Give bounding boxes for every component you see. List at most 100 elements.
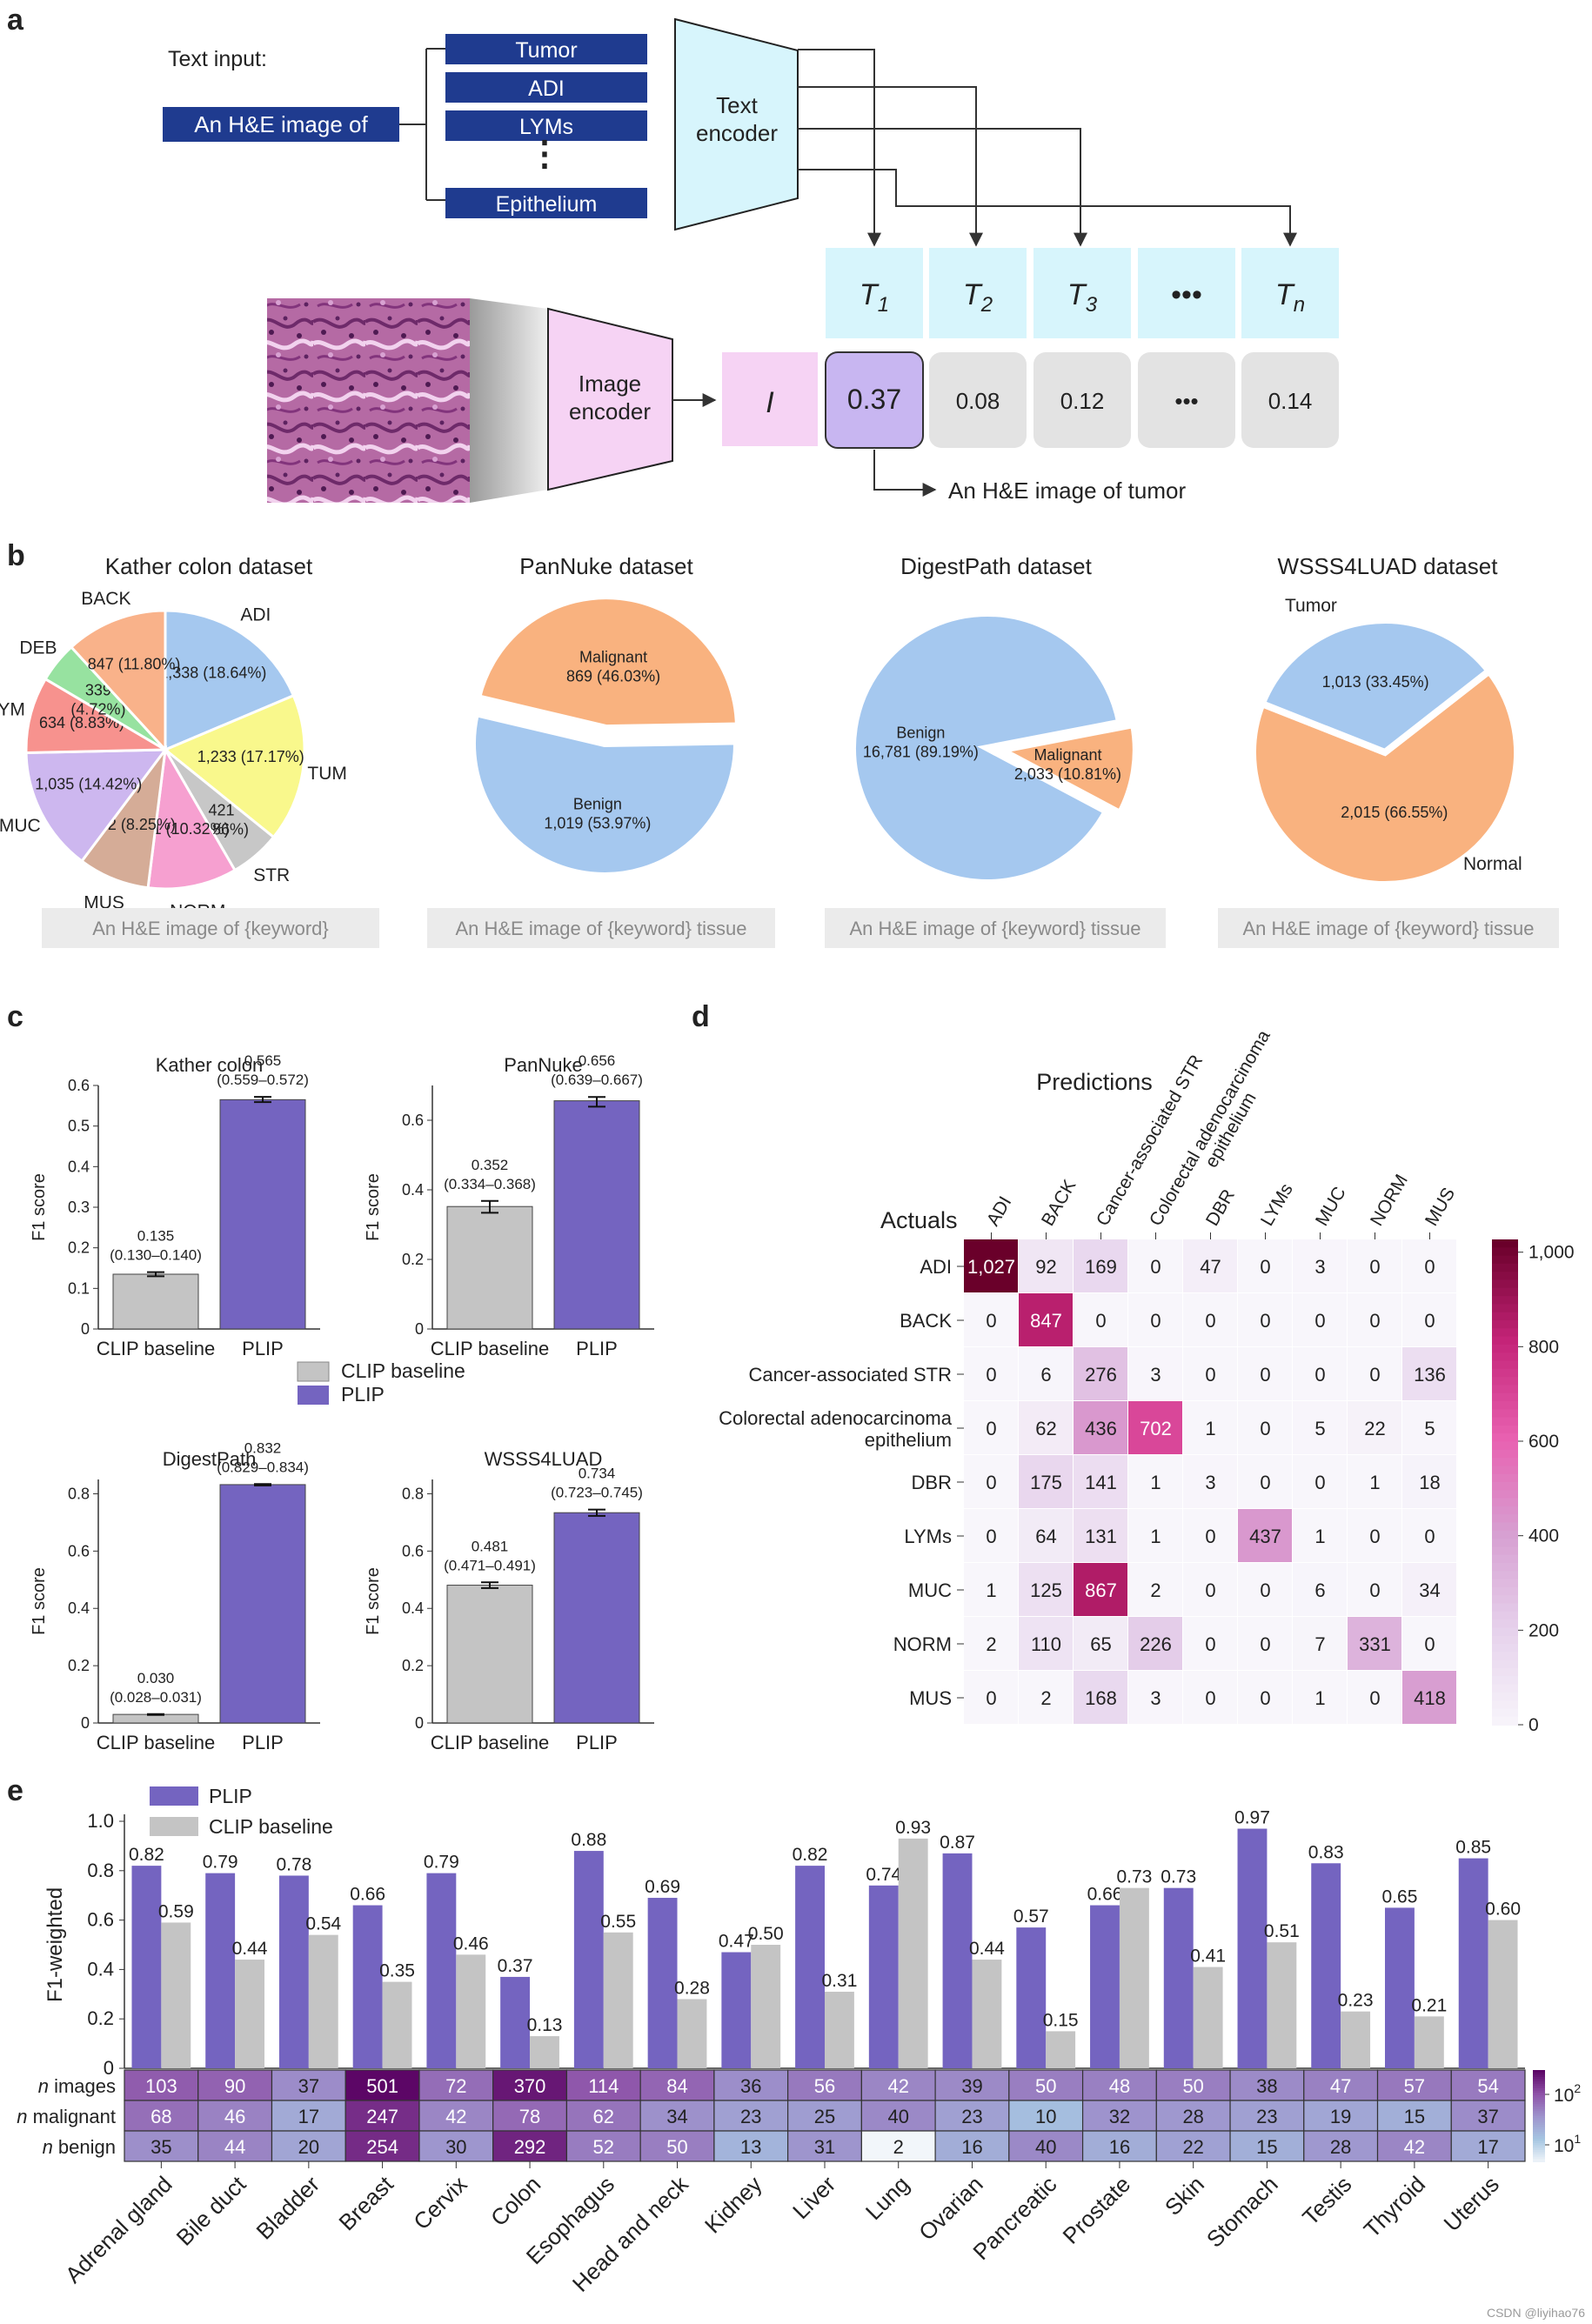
- bar: [426, 1873, 457, 2068]
- bar-value-label: 0.79: [203, 1853, 238, 1873]
- table-cell: [197, 2100, 273, 2132]
- table-cell-value: 47: [1330, 2075, 1351, 2097]
- text-token-box: [826, 248, 923, 338]
- colorbar-step: [1533, 2120, 1545, 2124]
- colorbar-step: [1492, 1344, 1518, 1354]
- bar: [1119, 1887, 1149, 2068]
- colorbar-step: [1533, 2138, 1545, 2142]
- colorbar-step: [1533, 2111, 1545, 2114]
- heatmap-cell-value: 136: [1414, 1364, 1446, 1386]
- image-token-box: [722, 352, 818, 446]
- table-cell: [1155, 2069, 1231, 2101]
- heatmap-cell-value: 0: [986, 1418, 996, 1439]
- heatmap-cell: [1128, 1509, 1182, 1562]
- heatmap-cell: [1293, 1563, 1347, 1616]
- heatmap-cell: [1183, 1617, 1237, 1670]
- x-tick-label: CLIP baseline: [431, 1732, 550, 1753]
- colorbar-step: [1492, 1441, 1518, 1451]
- heatmap-cell-value: 0: [1424, 1526, 1435, 1547]
- table-cell-value: 16: [961, 2136, 982, 2158]
- colorbar-step: [1492, 1296, 1518, 1306]
- bar-value-label: 0.030: [137, 1670, 175, 1686]
- heatmap-cell: [1074, 1239, 1127, 1292]
- bar: [456, 1954, 486, 2068]
- class-label: ADI: [528, 77, 565, 101]
- colorbar-step: [1492, 1506, 1518, 1516]
- y-tick-label: 0.4: [402, 1599, 424, 1617]
- colorbar-step: [1492, 1595, 1518, 1605]
- heatmap-cell-value: 0: [1260, 1310, 1270, 1332]
- colorbar-step: [1533, 2143, 1545, 2147]
- y-tick-label: 0.6: [68, 1542, 90, 1559]
- table-cell-value: 52: [593, 2136, 614, 2158]
- bar-value-label: 0.66: [350, 1885, 385, 1905]
- colorbar-step: [1533, 2140, 1545, 2144]
- row-label: MUC: [908, 1579, 952, 1601]
- table-cell: [1376, 2069, 1452, 2101]
- table-cell: [787, 2100, 862, 2132]
- table-cell-value: 20: [298, 2136, 319, 2158]
- heatmap-cell: [1019, 1293, 1073, 1346]
- table-cell-value: 39: [961, 2075, 982, 2097]
- heatmap-cell: [1183, 1671, 1237, 1724]
- heatmap-cell-value: 6: [1314, 1579, 1325, 1601]
- heatmap-cell: [1019, 1617, 1073, 1670]
- bar: [1090, 1905, 1120, 2068]
- heatmap-cell-value: 3: [1150, 1687, 1161, 1709]
- col-label: DBR: [1202, 1186, 1239, 1230]
- bar: [1163, 1887, 1194, 2068]
- y-tick-label: 0.6: [68, 1077, 90, 1094]
- heatmap-cell: [1293, 1617, 1347, 1670]
- colorbar-step: [1533, 2122, 1545, 2126]
- prompt-template-box: [1218, 908, 1559, 948]
- heatmap-cell-value: 0: [986, 1472, 996, 1493]
- bar-value-label: 0.565: [244, 1052, 282, 1069]
- bar: [1488, 1920, 1518, 2068]
- col-label: LYMs: [1257, 1180, 1297, 1230]
- heatmap-cell-value: 0: [1205, 1310, 1215, 1332]
- heatmap-cell: [1074, 1293, 1127, 1346]
- table-cell-value: 46: [224, 2106, 245, 2127]
- colorbar-step: [1492, 1392, 1518, 1402]
- table-cell-value: 114: [588, 2075, 619, 2097]
- table-cell-value: 247: [366, 2106, 398, 2127]
- colorbar-step: [1533, 2118, 1545, 2121]
- pie-slice: [24, 677, 171, 755]
- heatmap-cell: [1183, 1509, 1237, 1562]
- table-cell-value: 72: [445, 2075, 466, 2097]
- heatmap-cell: [1238, 1293, 1292, 1346]
- colorbar-step: [1533, 2070, 1545, 2074]
- sample-count-table: 103 90 37 501 72 370 114 84 36 56 42 39 50 48 50 38 47 57…: [17, 2069, 1526, 2297]
- row-label: NORM: [893, 1633, 952, 1655]
- bar-value-label: 0.78: [276, 1854, 311, 1874]
- table-cell-value: 16: [1109, 2136, 1130, 2158]
- heatmap-cell-value: 1: [1314, 1687, 1325, 1709]
- x-tick-label: CLIP baseline: [97, 1732, 216, 1753]
- table-cell: [418, 2130, 494, 2162]
- colorbar-step: [1492, 1304, 1518, 1313]
- bar: [603, 1932, 633, 2068]
- heatmap-cell-value: 0: [1205, 1579, 1215, 1601]
- pie-slice: [1249, 665, 1521, 888]
- colorbar-step: [1533, 2152, 1545, 2156]
- y-tick-label: 0.3: [68, 1199, 90, 1216]
- colorbar-step: [1492, 1385, 1518, 1394]
- heatmap-cell: [1238, 1455, 1292, 1508]
- image-encoder-label-2: encoder: [569, 398, 651, 424]
- category-label: Prostate: [1058, 2171, 1136, 2249]
- heatmap-cell: [1183, 1293, 1237, 1346]
- bar: [131, 1866, 162, 2068]
- colorbar-step: [1533, 2079, 1545, 2083]
- bar-value-label: 0.85: [1455, 1838, 1491, 1858]
- bar-value-label: 0.74: [866, 1865, 901, 1885]
- heatmap-cell: [1293, 1671, 1347, 1724]
- bar-value-label: 0.31: [822, 1971, 858, 1991]
- y-tick-label: 0.2: [87, 2007, 114, 2029]
- bar-value-label: 0.69: [645, 1877, 680, 1897]
- heatmap-cell: [1019, 1401, 1073, 1454]
- bar-value-label: 0.135: [137, 1228, 175, 1245]
- heatmap-cell: [1128, 1293, 1182, 1346]
- colorbar-step: [1492, 1660, 1518, 1669]
- table-cell-value: 23: [961, 2106, 982, 2127]
- heatmap-cell-value: 110: [1031, 1633, 1061, 1655]
